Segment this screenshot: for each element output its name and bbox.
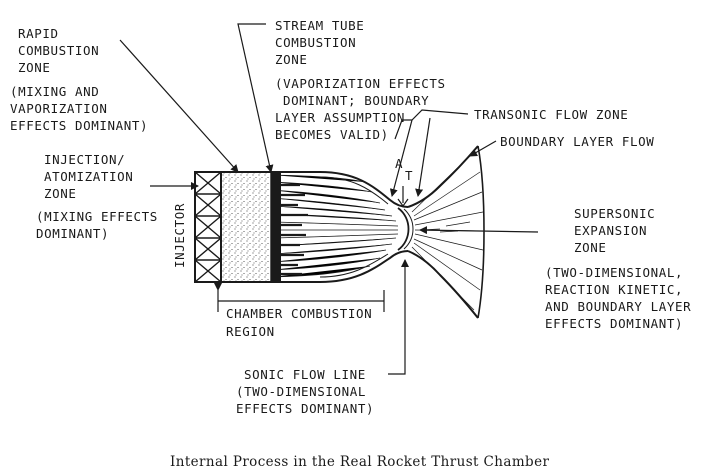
leader-rapid: [119, 39, 239, 173]
supersonic-line-5: REACTION KINETIC,: [545, 282, 683, 297]
leader-stream: [237, 23, 274, 173]
stream-line-1: STREAM TUBE: [275, 18, 364, 33]
combustion-streaks: [270, 174, 399, 278]
injection-line-3: ZONE: [44, 186, 77, 201]
stream-line-5: DOMINANT; BOUNDARY: [283, 93, 429, 108]
stream-line-3: ZONE: [275, 52, 308, 67]
boundary-layer-inner: [319, 176, 389, 278]
label-rapid-combustion: RAPID COMBUSTION ZONE (MIXING AND VAPORI…: [10, 26, 148, 133]
label-transonic: TRANSONIC FLOW ZONE: [474, 107, 628, 122]
label-injection: INJECTION/ ATOMIZATION ZONE (MIXING EFFE…: [36, 152, 158, 241]
leader-stream-bracket: [394, 109, 469, 140]
nozzle-exit: [477, 145, 485, 319]
dark-band: [271, 172, 281, 282]
leader-sonic: [388, 259, 409, 375]
leader-transonic-right: [415, 117, 431, 197]
supersonic-line-4: (TWO-DIMENSIONAL,: [545, 265, 683, 280]
rapid-line-4: (MIXING AND: [10, 84, 99, 99]
injection-line-1: INJECTION/: [44, 152, 125, 167]
stream-line-2: COMBUSTION: [275, 35, 356, 50]
chamber-region-bracket: [218, 290, 385, 312]
supersonic-line-1: SUPERSONIC: [574, 206, 655, 221]
label-supersonic: SUPERSONIC EXPANSION ZONE (TWO-DIMENSION…: [545, 206, 691, 331]
injector-crosshatch: [194, 171, 222, 283]
stream-line-7: BECOMES VALID): [275, 127, 389, 142]
label-boundary-layer: BOUNDARY LAYER FLOW: [500, 134, 654, 149]
label-chamber-combustion: CHAMBER COMBUSTION REGION: [226, 306, 372, 339]
throat-area-sub: T: [405, 168, 413, 183]
label-throat-area: A T: [395, 156, 413, 183]
label-stream-tube: STREAM TUBE COMBUSTION ZONE (VAPORIZATIO…: [275, 18, 446, 142]
label-injector: INJECTOR: [172, 203, 187, 268]
sonic-flow-line: [397, 207, 410, 251]
supersonic-line-6: AND BOUNDARY LAYER: [545, 299, 691, 314]
chamber-body: [194, 145, 485, 319]
sonic-line-2: (TWO-DIMENSIONAL: [236, 384, 366, 399]
chamber-line-1: CHAMBER COMBUSTION: [226, 306, 372, 321]
leader-transonic-left: [389, 119, 413, 197]
chamber-line-2: REGION: [226, 324, 275, 339]
injection-line-2: ATOMIZATION: [44, 169, 133, 184]
rapid-line-2: COMBUSTION: [18, 43, 99, 58]
rapid-line-3: ZONE: [18, 60, 51, 75]
leader-supersonic: [419, 226, 539, 235]
sonic-line-3: EFFECTS DOMINANT): [236, 401, 374, 416]
throat-marker: [397, 186, 409, 208]
chamber-wall-top: [195, 171, 409, 208]
rapid-line-1: RAPID: [18, 26, 59, 41]
leader-lines: [119, 23, 539, 375]
figure-caption: Internal Process in the Real Rocket Thru…: [170, 454, 549, 470]
chamber-wall-bottom: [195, 250, 409, 283]
sonic-flow-line-inner: [403, 208, 414, 250]
atomization-zone-fill: [220, 171, 272, 283]
injection-line-4: (MIXING EFFECTS: [36, 209, 158, 224]
rapid-line-5: VAPORIZATION: [10, 101, 108, 116]
supersonic-line-2: EXPANSION: [574, 223, 647, 238]
injection-line-5: DOMINANT): [36, 226, 109, 241]
supersonic-line-3: ZONE: [574, 240, 607, 255]
sonic-line-1: SONIC FLOW LINE: [244, 367, 366, 382]
stream-line-6: LAYER ASSUMPTION: [275, 110, 405, 125]
stream-line-4: (VAPORIZATION EFFECTS: [275, 76, 446, 91]
expansion-flow-lines: [411, 151, 485, 311]
rapid-line-6: EFFECTS DOMINANT): [10, 118, 148, 133]
throat-area-letter: A: [395, 156, 403, 171]
leader-boundary: [469, 140, 497, 157]
label-sonic-flow-line: SONIC FLOW LINE (TWO-DIMENSIONAL EFFECTS…: [236, 367, 374, 416]
nozzle-wall-bottom: [407, 250, 479, 319]
supersonic-line-7: EFFECTS DOMINANT): [545, 316, 683, 331]
